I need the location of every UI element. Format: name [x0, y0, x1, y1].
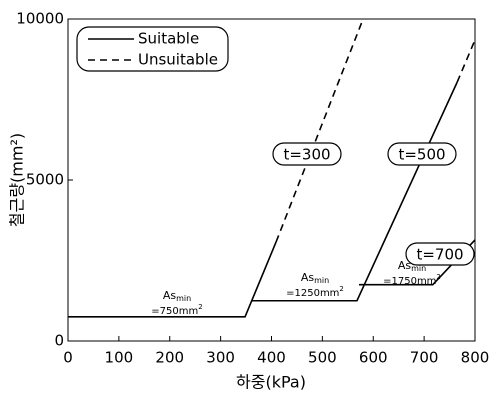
label-box [387, 142, 457, 166]
annotation-label: As [301, 271, 315, 284]
label-box [405, 242, 475, 266]
annotation-text: =1750mm [383, 276, 436, 287]
series-line [251, 81, 458, 302]
annotation-superscript: 2 [198, 303, 202, 311]
x-tick-label: 100 [105, 349, 134, 367]
series-label: t=300 [283, 146, 330, 164]
y-tick-label: 5000 [26, 171, 64, 189]
annotation: Asmin [398, 259, 426, 273]
annotation: Asmin [301, 271, 329, 285]
x-tick-label: 800 [461, 349, 490, 367]
annotation-superscript: 2 [436, 273, 440, 281]
x-axis-label: 하중(kPa) [236, 373, 306, 392]
x-tick-label: 300 [206, 349, 235, 367]
x-tick-label: 0 [63, 349, 73, 367]
annotation: Asmin [163, 289, 191, 303]
series-label: t=500 [398, 146, 445, 164]
x-tick-label: 400 [257, 349, 286, 367]
y-axis-label: 철근량(mm²) [8, 133, 27, 227]
annotation: =1250mm2 [286, 285, 344, 299]
series-line [68, 241, 277, 318]
x-tick-label: 700 [410, 349, 439, 367]
legend-label: Unsuitable [138, 51, 218, 69]
series-line [275, 18, 364, 243]
annotation-label: As [163, 289, 177, 302]
annotation-text: =750mm [151, 306, 198, 317]
x-tick-label: 200 [155, 349, 184, 367]
annotation-subscript: min [314, 276, 329, 285]
annotation-label: As [398, 259, 412, 272]
annotation-subscript: min [411, 264, 426, 273]
x-tick-label: 500 [308, 349, 337, 367]
annotation-text: =1250mm [286, 288, 339, 299]
annotation-superscript: 2 [339, 285, 343, 293]
annotation-subscript: min [176, 294, 191, 303]
x-tick-label: 600 [359, 349, 388, 367]
annotation: =750mm2 [151, 303, 202, 317]
legend-label: Suitable [138, 30, 199, 48]
label-box [272, 142, 342, 166]
series-label: t=700 [416, 246, 463, 264]
y-tick-label: 0 [54, 332, 64, 350]
annotation: =1750mm2 [383, 273, 441, 287]
y-tick-label: 10000 [16, 10, 64, 28]
series-line [456, 39, 476, 83]
